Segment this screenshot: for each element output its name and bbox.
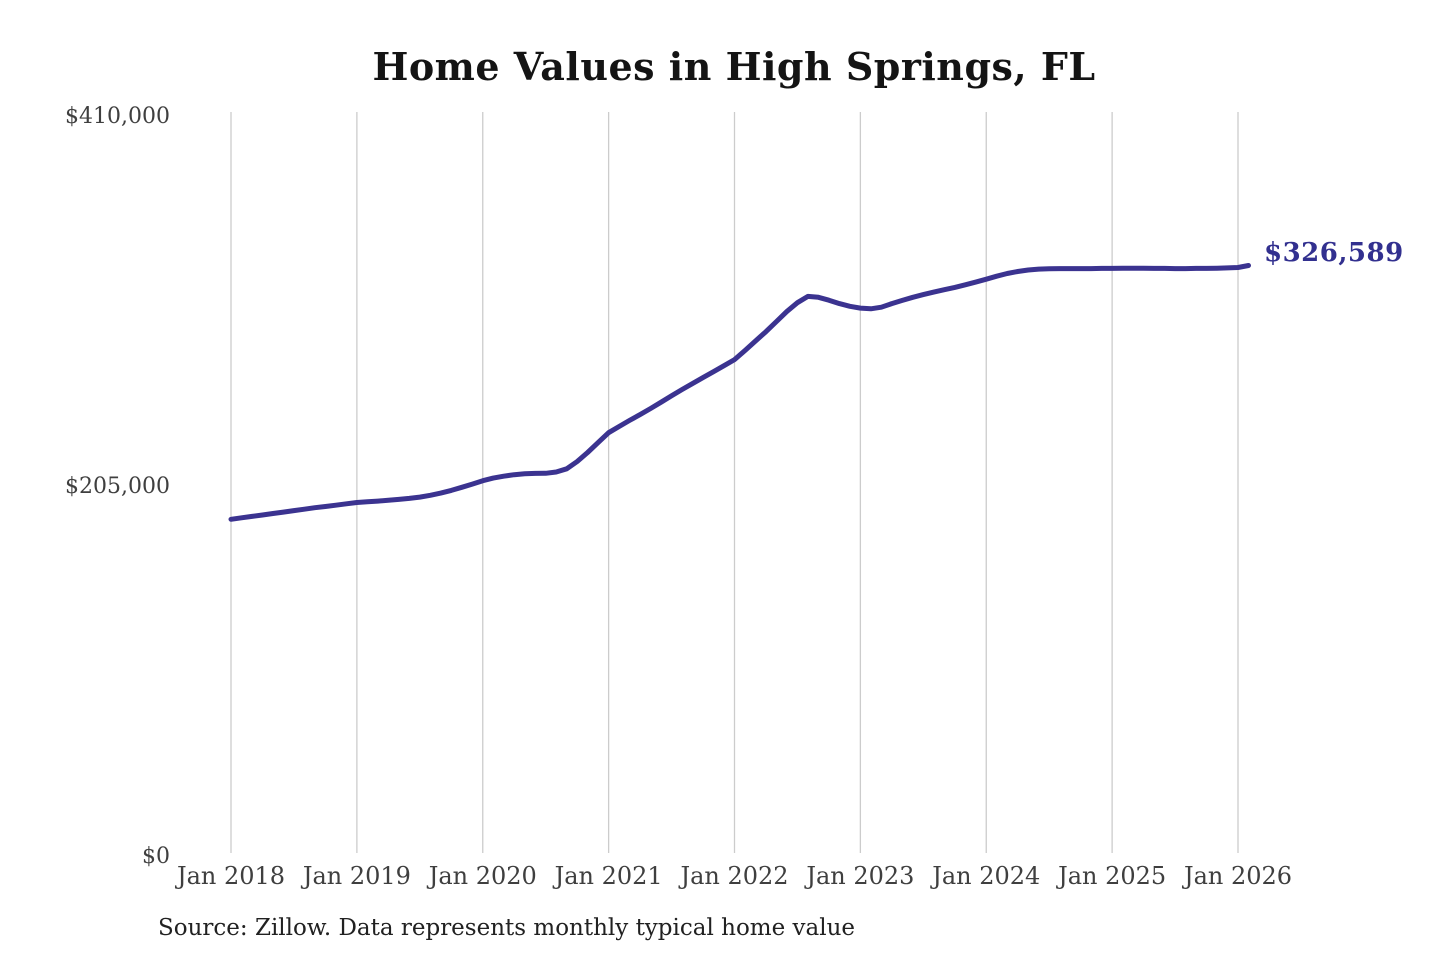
source-note: Source: Zillow. Data represents monthly …	[158, 915, 856, 941]
y-tick-label: $205,000	[65, 474, 170, 499]
home-value-line	[228, 263, 1251, 522]
latest-value-label: $326,589	[1264, 238, 1404, 268]
y-tick-label: $410,000	[65, 104, 170, 129]
x-tick-label: Jan 2020	[426, 862, 537, 890]
y-tick-label: $0	[142, 844, 170, 869]
x-tick-label: Jan 2025	[1055, 862, 1166, 890]
x-tick-label: Jan 2022	[677, 862, 788, 890]
x-tick-label: Jan 2023	[803, 862, 914, 890]
x-tick-label: Jan 2024	[929, 862, 1040, 890]
chart-title: Home Values in High Springs, FL	[372, 44, 1096, 89]
x-tick-label: Jan 2019	[300, 862, 411, 890]
x-tick-label: Jan 2026	[1181, 862, 1292, 890]
x-tick-label: Jan 2018	[174, 862, 285, 890]
x-tick-label: Jan 2021	[552, 862, 663, 890]
